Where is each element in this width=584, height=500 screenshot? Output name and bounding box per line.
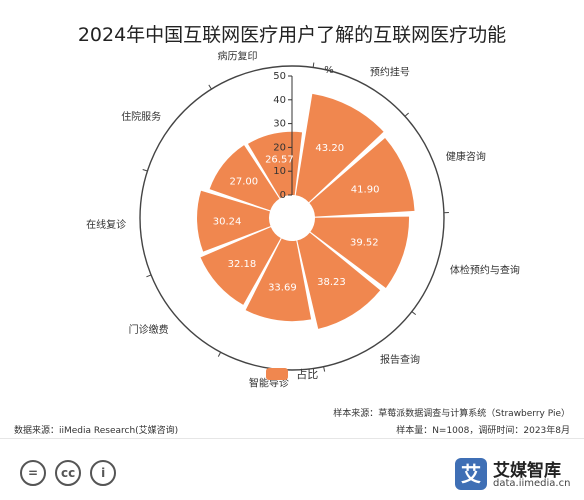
bar-value-label: 27.00 — [230, 176, 259, 187]
bar-value-label: 26.57 — [265, 155, 294, 166]
legend-swatch — [265, 368, 288, 380]
category-label: 门诊缴费 — [129, 323, 169, 336]
bar-5 — [245, 238, 312, 322]
bar-1 — [295, 93, 384, 203]
legend[interactable]: 占比 — [0, 366, 584, 382]
radial-tick-label: 30 — [273, 119, 286, 130]
category-tick — [323, 366, 326, 372]
footer-divider — [0, 438, 584, 439]
license-badges: = cc i — [20, 460, 120, 488]
chart-title: 2024年中国互联网医疗用户了解的互联网医疗功能 — [77, 24, 507, 46]
cc-icon: cc — [55, 460, 82, 486]
legend-label: 占比 — [296, 368, 319, 381]
radial-tick-label: 10 — [273, 166, 286, 177]
outer-ring — [139, 65, 445, 371]
bar-value-label: 41.90 — [351, 184, 380, 195]
category-label: 住院服务 — [121, 110, 161, 123]
bar-9 — [247, 131, 303, 199]
category-tick — [312, 62, 315, 68]
category-tick — [146, 274, 152, 278]
bar-value-label: 39.52 — [350, 237, 379, 248]
bar-8 — [209, 145, 280, 211]
by-icon: i — [90, 460, 117, 486]
category-tick — [208, 84, 212, 90]
radial-tick-label: 20 — [273, 142, 286, 153]
category-tick — [142, 169, 148, 172]
nd-icon: = — [20, 460, 46, 486]
category-label: 预约挂号 — [370, 65, 410, 78]
category-label: 报告查询 — [380, 353, 420, 366]
brand-name: 艾媒智库 — [493, 461, 561, 481]
sample-source: 样本来源：草莓派数据调查与计算系统（Strawberry Pie） — [333, 409, 570, 419]
brand-url: data.iimedia.cn — [493, 478, 571, 489]
category-label: 在线复诊 — [86, 218, 126, 231]
bar-value-label: 43.20 — [315, 143, 344, 154]
bar-value-label: 32.18 — [228, 259, 257, 270]
category-tick — [411, 311, 417, 316]
category-label: 病历复印 — [217, 50, 257, 63]
bar-4 — [297, 232, 381, 329]
bar-value-label: 33.69 — [268, 282, 297, 293]
bar-2 — [309, 137, 415, 217]
category-label: 体检预约与查询 — [450, 263, 520, 276]
sample-size: 样本量：N=1008，调研时间：2023年8月 — [396, 426, 570, 436]
radial-unit-label: % — [324, 65, 334, 76]
radial-tick-label: 0 — [280, 190, 286, 201]
category-label: 健康咨询 — [446, 150, 486, 163]
radial-tick-label: 40 — [273, 95, 286, 106]
category-tick — [404, 112, 410, 117]
data-source: 数据来源：iiMedia Research(艾媒咨询) — [14, 426, 179, 436]
radial-tick-label: 50 — [273, 71, 286, 82]
bar-value-label: 30.24 — [213, 216, 242, 227]
polar-bar-chart: 0 10 20 30 40 50% 43.20 41.90 39.52 38.23 33.69 32.… — [86, 50, 520, 390]
bar-6 — [200, 227, 281, 305]
bar-value-label: 38.23 — [317, 277, 346, 288]
brand-logo: 艾 — [455, 458, 487, 490]
bar-3 — [310, 216, 410, 288]
bar-7 — [197, 190, 271, 252]
category-tick — [217, 351, 222, 357]
